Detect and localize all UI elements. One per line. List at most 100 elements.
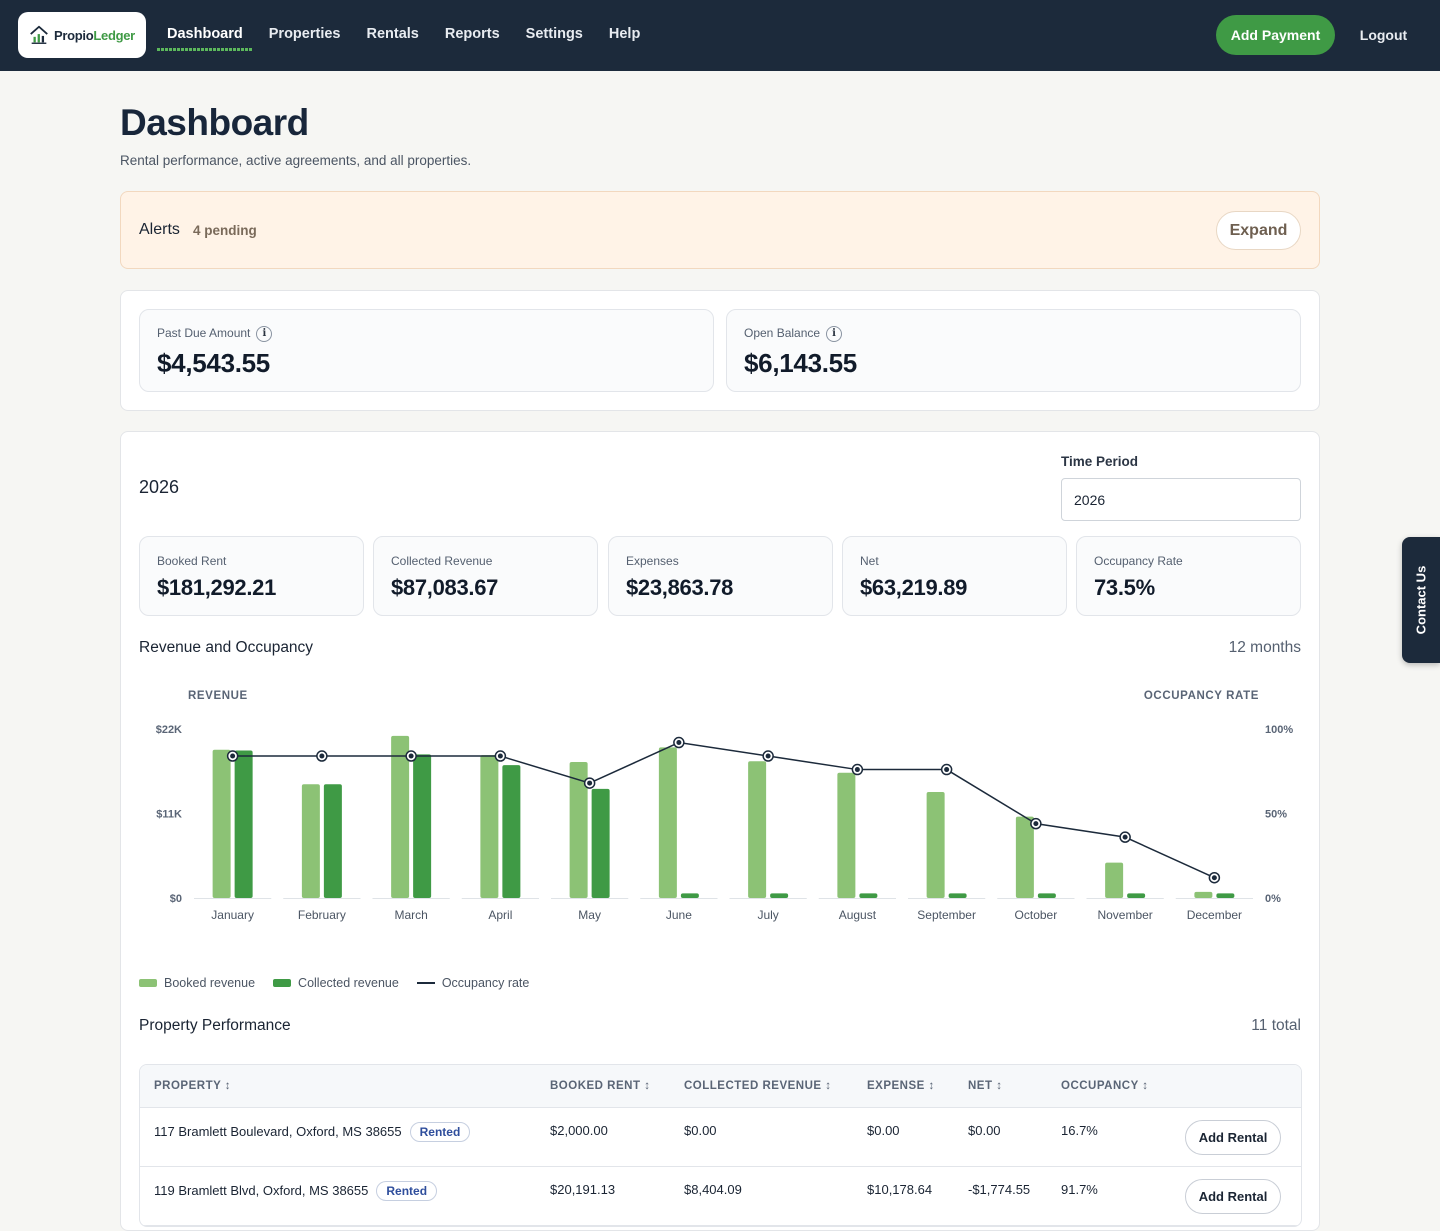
bar-booked	[301, 784, 320, 898]
x-tick-label: September	[917, 908, 976, 922]
past-due-label: Past Due Amount i	[157, 326, 273, 342]
house-chart-icon	[30, 25, 48, 44]
bar-booked	[212, 749, 231, 898]
occupancy-point-dot	[408, 753, 414, 759]
booked-rent: $2,000.00	[550, 1123, 608, 1138]
occupancy-point-dot	[765, 753, 771, 759]
property-table: PROPERTY ↕ BOOKED RENT ↕ COLLECTED REVEN…	[139, 1064, 1302, 1227]
alerts-title: Alerts	[139, 221, 180, 238]
nav-link-rentals[interactable]: Rentals	[366, 26, 419, 42]
kpi-label: Occupancy Rate	[1094, 554, 1183, 568]
col-booked-rent[interactable]: BOOKED RENT ↕	[550, 1080, 651, 1092]
kpi-label: Net	[860, 554, 879, 568]
bar-booked	[1105, 862, 1124, 898]
bar-booked	[391, 735, 410, 898]
bar-collected	[591, 788, 610, 898]
past-due-value: $4,543.55	[157, 348, 270, 378]
col-expense[interactable]: EXPENSE ↕	[867, 1080, 935, 1092]
info-icon[interactable]: i	[256, 326, 273, 342]
property-performance-title: Property Performance	[139, 1017, 291, 1034]
logout-button[interactable]: Logout	[1346, 15, 1421, 55]
col-net[interactable]: NET ↕	[968, 1080, 1003, 1092]
bar-collected	[502, 765, 521, 898]
x-tick-label: November	[1097, 908, 1152, 922]
col-collected-revenue[interactable]: COLLECTED REVENUE ↕	[684, 1080, 832, 1092]
nav-link-reports[interactable]: Reports	[444, 26, 500, 42]
kpi-value: $63,219.89	[860, 575, 968, 600]
expense: $10,178.64	[867, 1182, 933, 1197]
logo-text: PropioLedger	[54, 27, 135, 43]
expand-alerts-button[interactable]: Expand	[1216, 211, 1301, 250]
property-performance-count: 11 total	[1251, 1017, 1301, 1034]
x-tick-label: July	[757, 908, 778, 922]
nav-link-dashboard[interactable]: Dashboard	[157, 0, 253, 71]
kpi-net: Net $63,219.89	[842, 536, 1067, 616]
sort-icon: ↕	[825, 1080, 832, 1092]
top-nav: PropioLedger Dashboard Properties Rental…	[0, 0, 1440, 71]
info-icon[interactable]: i	[826, 326, 843, 342]
performance-panel: 2026 Time Period Booked Rent $181,292.21…	[120, 431, 1320, 1231]
x-tick-label: August	[839, 908, 877, 922]
y-axis-left-label: REVENUE	[188, 690, 248, 702]
table-row[interactable]: 117 Bramlett Boulevard, Oxford, MS 38655…	[140, 1108, 1301, 1167]
kpi-value: $181,292.21	[157, 575, 277, 600]
occupancy-line	[232, 741, 1215, 879]
y-tick-right: 0%	[1265, 893, 1281, 905]
occupancy: 91.7%	[1061, 1182, 1098, 1197]
col-property[interactable]: PROPERTY ↕	[154, 1080, 232, 1092]
bar-collected	[1127, 893, 1146, 898]
kpi-booked-rent: Booked Rent $181,292.21	[139, 536, 364, 616]
kpi-occupancy-rate: Occupancy Rate 73.5%	[1076, 536, 1301, 616]
net: -$1,774.55	[968, 1182, 1031, 1197]
bar-collected	[323, 784, 342, 898]
bar-booked	[748, 761, 767, 898]
revenue-occupancy-chart: REVENUE OCCUPANCY RATE $0 0% $11K 50% $22K 10…	[156, 690, 1294, 922]
occupancy-point-dot	[676, 740, 682, 746]
y-tick-left: $22K	[156, 724, 182, 736]
logo[interactable]: PropioLedger	[18, 12, 146, 58]
kpi-value: $23,863.78	[626, 575, 734, 600]
sort-icon: ↕	[1142, 1080, 1149, 1092]
nav-link-properties[interactable]: Properties	[268, 26, 341, 42]
kpi-label: Booked Rent	[157, 554, 227, 568]
property-address[interactable]: 117 Bramlett Boulevard, Oxford, MS 38655…	[154, 1122, 471, 1142]
sort-icon: ↕	[928, 1080, 935, 1092]
balances-panel: Past Due Amount i $4,543.55 Open Balance i…	[120, 290, 1320, 411]
occupancy-point-dot	[587, 780, 593, 786]
legend-booked: Booked revenue	[139, 976, 255, 990]
y-tick-left: $11K	[156, 809, 182, 821]
kpi-value: $87,083.67	[391, 575, 499, 600]
nav-link-help[interactable]: Help	[608, 26, 641, 42]
x-tick-label: May	[578, 908, 601, 922]
time-period-input[interactable]	[1061, 478, 1301, 521]
bar-collected	[680, 893, 699, 898]
time-period-label: Time Period	[1061, 454, 1139, 469]
sort-icon: ↕	[224, 1080, 232, 1092]
y-tick-left: $0	[170, 893, 182, 905]
add-payment-button[interactable]: Add Payment	[1216, 15, 1335, 55]
occupancy-point-dot	[1122, 834, 1128, 840]
occupancy-point-dot	[944, 767, 950, 773]
x-tick-label: June	[666, 908, 692, 922]
page-subtitle: Rental performance, active agreements, a…	[120, 153, 472, 168]
collected-revenue: $0.00	[684, 1123, 717, 1138]
bar-collected	[859, 893, 878, 898]
add-rental-button[interactable]: Add Rental	[1185, 1179, 1281, 1214]
kpi-label: Expenses	[626, 554, 679, 568]
nav-link-settings[interactable]: Settings	[525, 26, 583, 42]
occupancy-point-dot	[1033, 821, 1039, 827]
x-tick-label: March	[394, 908, 427, 922]
year-label: 2026	[139, 477, 180, 497]
table-row[interactable]: 119 Bramlett Blvd, Oxford, MS 38655 Rente…	[140, 1167, 1301, 1226]
occupancy-point-dot	[319, 753, 325, 759]
col-occupancy[interactable]: OCCUPANCY ↕	[1061, 1080, 1149, 1092]
bar-collected	[1037, 893, 1056, 898]
legend-occupancy: Occupancy rate	[416, 976, 529, 990]
add-rental-button[interactable]: Add Rental	[1185, 1120, 1281, 1155]
status-badge: Rented	[376, 1181, 438, 1201]
property-address[interactable]: 119 Bramlett Blvd, Oxford, MS 38655 Rente…	[154, 1181, 438, 1201]
x-tick-label: October	[1015, 908, 1058, 922]
bar-collected	[948, 893, 967, 898]
bar-booked	[569, 762, 588, 898]
contact-us-tab[interactable]: Contact Us	[1402, 537, 1440, 663]
